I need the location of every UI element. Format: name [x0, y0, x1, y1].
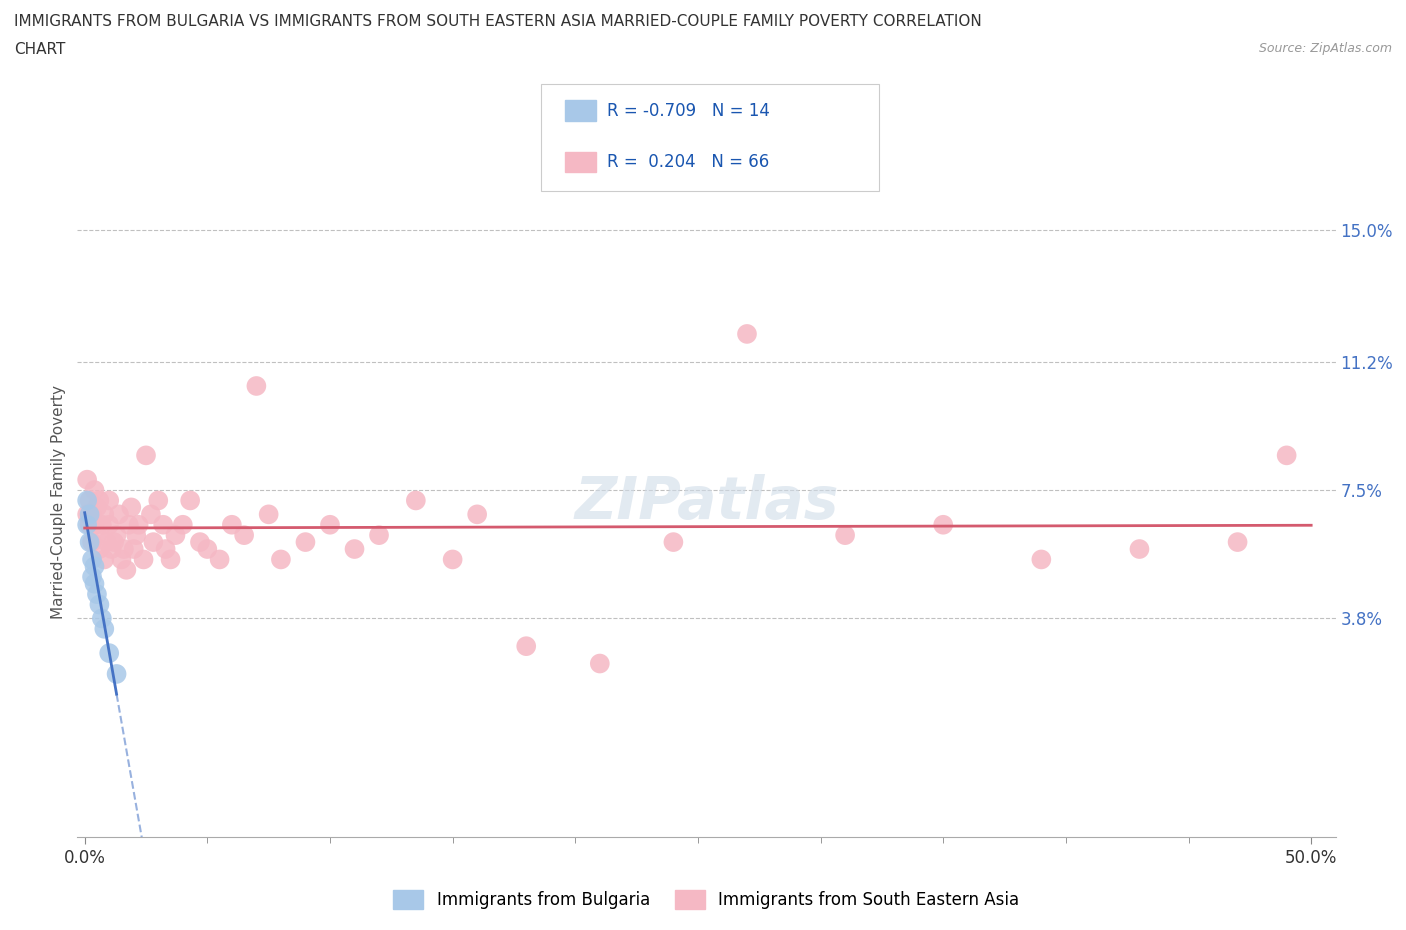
Point [79, 493, 101, 508]
Point [80, 569, 103, 584]
Point [98, 493, 121, 508]
Point [179, 493, 201, 508]
Point [343, 541, 366, 556]
Point [112, 541, 135, 556]
Point [120, 500, 142, 515]
Point [165, 527, 187, 542]
Point [79, 507, 101, 522]
Point [105, 527, 128, 542]
Legend: Immigrants from Bulgaria, Immigrants from South Eastern Asia: Immigrants from Bulgaria, Immigrants fro… [387, 884, 1026, 916]
Point [270, 552, 292, 567]
Point [108, 507, 131, 522]
Point [152, 517, 174, 532]
Point [515, 639, 537, 654]
Point [98, 517, 121, 532]
Point [139, 507, 162, 522]
Point [142, 535, 165, 550]
Point [662, 535, 685, 550]
Point [1128, 541, 1150, 556]
Point [221, 517, 243, 532]
Point [103, 535, 125, 550]
Point [294, 535, 316, 550]
Point [1031, 552, 1053, 567]
Point [89, 541, 111, 556]
Point [89, 493, 111, 508]
Text: Source: ZipAtlas.com: Source: ZipAtlas.com [1258, 42, 1392, 55]
Point [122, 541, 145, 556]
Text: IMMIGRANTS FROM BULGARIA VS IMMIGRANTS FROM SOUTH EASTERN ASIA MARRIED-COUPLE FA: IMMIGRANTS FROM BULGARIA VS IMMIGRANTS F… [14, 14, 981, 29]
Point [233, 527, 256, 542]
Point [86, 500, 108, 515]
Point [589, 656, 612, 671]
Point [135, 448, 157, 463]
Point [115, 563, 138, 578]
Point [93, 507, 115, 522]
Point [83, 559, 105, 574]
Point [1226, 535, 1249, 550]
Point [188, 535, 211, 550]
Point [405, 493, 427, 508]
Point [441, 552, 464, 567]
Point [110, 552, 132, 567]
Point [465, 507, 488, 522]
Point [100, 541, 122, 556]
Point [83, 577, 105, 591]
Point [90, 517, 112, 532]
Point [118, 517, 141, 532]
Y-axis label: Married-Couple Family Poverty: Married-Couple Family Poverty [51, 385, 66, 619]
Point [834, 527, 856, 542]
Point [86, 527, 108, 542]
Point [172, 517, 194, 532]
Point [195, 541, 218, 556]
Point [80, 535, 103, 550]
Point [76, 493, 98, 508]
Point [245, 379, 267, 393]
Point [105, 667, 128, 682]
Point [208, 552, 231, 567]
Point [89, 597, 111, 612]
Point [80, 507, 103, 522]
Text: R = -0.709   N = 14: R = -0.709 N = 14 [607, 101, 770, 120]
Point [132, 552, 155, 567]
Point [148, 493, 170, 508]
Text: CHART: CHART [14, 42, 66, 57]
Point [76, 507, 98, 522]
Point [155, 541, 177, 556]
Point [98, 645, 121, 660]
Point [368, 527, 391, 542]
Point [90, 611, 112, 626]
Point [257, 507, 280, 522]
Point [932, 517, 955, 532]
Point [80, 552, 103, 567]
Point [76, 472, 98, 487]
Point [79, 535, 101, 550]
Point [93, 552, 115, 567]
Point [735, 326, 758, 341]
Point [76, 517, 98, 532]
Point [79, 517, 101, 532]
Point [319, 517, 342, 532]
Point [1275, 448, 1298, 463]
Point [128, 517, 150, 532]
Point [125, 527, 148, 542]
Point [159, 552, 181, 567]
Point [83, 483, 105, 498]
Point [93, 621, 115, 636]
Point [96, 535, 118, 550]
Text: R =  0.204   N = 66: R = 0.204 N = 66 [607, 153, 769, 171]
Point [83, 517, 105, 532]
Point [86, 587, 108, 602]
Text: ZIPatlas: ZIPatlas [574, 473, 839, 531]
